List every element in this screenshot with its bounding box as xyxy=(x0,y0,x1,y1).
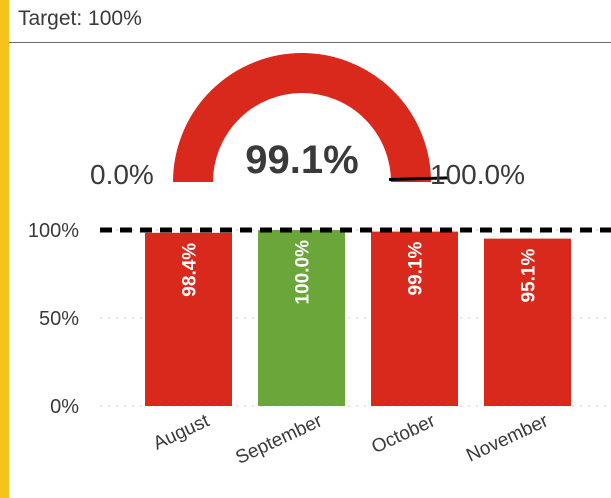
bar-august xyxy=(145,232,232,406)
bar-value-label: 99.1% xyxy=(406,241,427,295)
y-tick-label: 100% xyxy=(28,220,79,242)
gauge: 0.0% 100.0% 99.1% xyxy=(90,53,525,190)
bar-value-label: 95.1% xyxy=(519,249,540,303)
x-tick-label: September xyxy=(232,410,326,469)
y-axis-ticks: 0% 50% 100% xyxy=(28,220,79,418)
bar-value-label: 98.4% xyxy=(180,243,201,297)
x-tick-label: August xyxy=(150,410,213,454)
gauge-max-label: 100.0% xyxy=(430,159,525,190)
gauge-needle xyxy=(388,176,449,182)
bar-chart: 0% 50% 100% 98.4% 100.0% 99.1% 95.1% August Se… xyxy=(28,220,611,469)
x-axis-labels: August September October November xyxy=(150,410,552,469)
x-tick-label: October xyxy=(368,410,439,458)
bar-september xyxy=(258,230,345,406)
bar-november xyxy=(484,238,571,406)
accent-bar xyxy=(0,0,9,498)
gauge-value-label: 99.1% xyxy=(245,138,358,182)
gauge-min-label: 0.0% xyxy=(90,159,154,190)
y-tick-label: 0% xyxy=(50,396,79,418)
header: Target: 100% xyxy=(9,0,611,43)
target-title: Target: 100% xyxy=(18,7,142,30)
y-tick-label: 50% xyxy=(39,308,79,330)
x-tick-label: November xyxy=(463,410,552,466)
bar-value-label: 100.0% xyxy=(293,240,314,305)
bar-october xyxy=(371,231,458,406)
bars: 98.4% 100.0% 99.1% 95.1% xyxy=(145,230,571,406)
gauge-arc xyxy=(173,53,431,183)
